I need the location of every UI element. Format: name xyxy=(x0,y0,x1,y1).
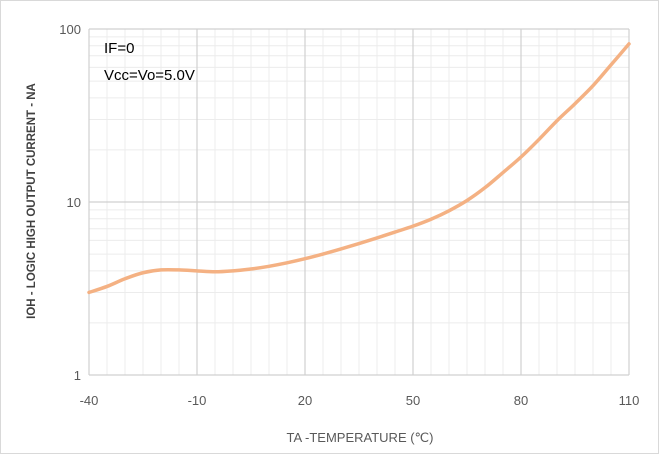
major-grid xyxy=(88,28,630,376)
x-tick-label: -10 xyxy=(188,393,207,408)
y-tick-label: 10 xyxy=(67,195,81,210)
y-axis-title: IOH - LOGIC HIGH OUTPUT CURRENT - NA xyxy=(26,83,38,319)
x-tick-labels: -40 -10 20 50 80 110 xyxy=(80,393,640,408)
x-axis-title: TA -TEMPERATURE (℃) xyxy=(286,430,433,445)
x-tick-label: 110 xyxy=(619,393,640,408)
x-tick-label: 80 xyxy=(514,393,528,408)
y-tick-label: 1 xyxy=(74,368,81,383)
annotation-vcc: Vcc=Vo=5.0V xyxy=(104,67,195,84)
x-tick-label: 50 xyxy=(406,393,420,408)
series-layer xyxy=(87,42,631,295)
annotation-if: IF=0 xyxy=(104,40,134,57)
x-tick-label: -40 xyxy=(80,393,99,408)
x-tick-label: 20 xyxy=(298,393,312,408)
y-tick-labels: 1 10 100 xyxy=(59,22,81,383)
series-line-0 xyxy=(87,42,631,295)
y-tick-label: 100 xyxy=(59,22,81,37)
